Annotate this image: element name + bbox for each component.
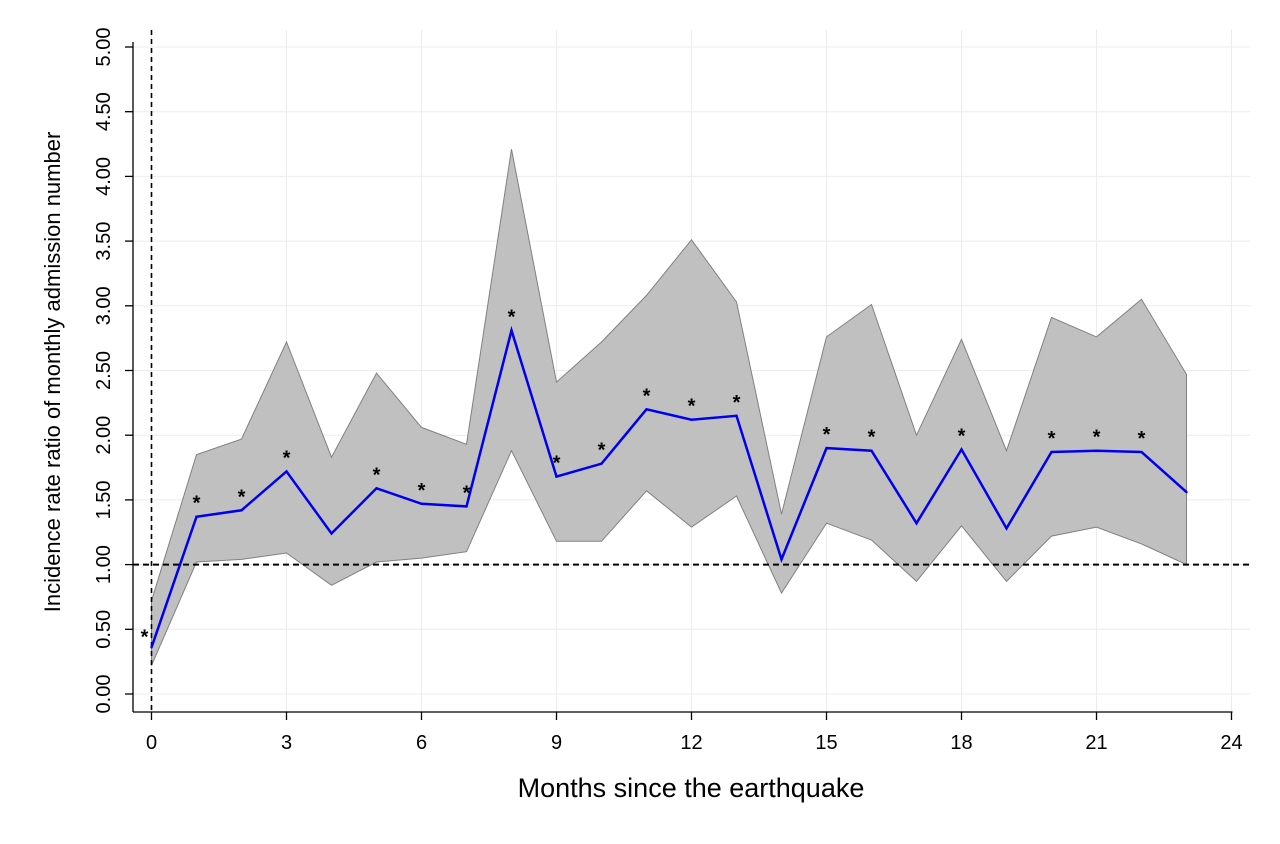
significance-star-12: * bbox=[688, 396, 696, 418]
data-point-3 bbox=[285, 470, 288, 473]
data-point-1 bbox=[195, 515, 198, 518]
data-point-2 bbox=[240, 509, 243, 512]
significance-star-16: * bbox=[868, 427, 876, 449]
x-tick-labels: 0 3 6 9 12 15 18 21 24 bbox=[146, 732, 1243, 754]
data-point-19 bbox=[1005, 527, 1008, 530]
data-point-17 bbox=[915, 521, 918, 525]
x-tick-label-18: 18 bbox=[950, 732, 972, 754]
significance-star-22: * bbox=[1138, 428, 1146, 450]
significance-star-21: * bbox=[1093, 427, 1101, 449]
x-tick-label-3: 3 bbox=[281, 732, 292, 754]
data-point-18 bbox=[960, 448, 963, 451]
data-point-8 bbox=[510, 329, 513, 332]
y-tick-label-0.50: 0.50 bbox=[93, 610, 115, 649]
data-point-13 bbox=[735, 414, 738, 417]
y-tick-label-1.00: 1.00 bbox=[93, 545, 115, 584]
y-tick-label-1.50: 1.50 bbox=[93, 480, 115, 519]
data-point-5 bbox=[375, 487, 378, 490]
y-tick-label-3.00: 3.00 bbox=[93, 286, 115, 325]
significance-star-8: * bbox=[508, 306, 516, 328]
x-tick-label-9: 9 bbox=[551, 732, 562, 754]
data-point-22 bbox=[1140, 450, 1143, 454]
y-tick-label-2.50: 2.50 bbox=[93, 351, 115, 390]
significance-star-15: * bbox=[823, 424, 831, 446]
x-tick-label-24: 24 bbox=[1220, 732, 1242, 754]
data-point-6 bbox=[420, 502, 423, 505]
data-point-16 bbox=[870, 449, 873, 452]
x-tick-label-21: 21 bbox=[1085, 732, 1107, 754]
significance-star-2: * bbox=[238, 486, 246, 508]
data-point-0 bbox=[150, 646, 153, 649]
y-tick-label-4.50: 4.50 bbox=[93, 92, 115, 131]
significance-star-5: * bbox=[373, 464, 381, 486]
significance-star-1: * bbox=[193, 493, 201, 515]
y-axis-title: Incidence rate ratio of monthly admissio… bbox=[40, 132, 65, 613]
data-point-9 bbox=[555, 475, 558, 478]
significance-star-3: * bbox=[283, 447, 291, 469]
data-point-14 bbox=[780, 558, 783, 561]
data-point-7 bbox=[465, 505, 468, 508]
y-tick-labels: 0.00 0.50 1.00 1.50 2.00 2.50 3.00 3.50 4.00 4.50… bbox=[93, 28, 115, 714]
significance-star-6: * bbox=[418, 480, 426, 502]
significance-star-7: * bbox=[463, 482, 471, 504]
data-point-11 bbox=[645, 408, 648, 411]
x-tick-label-0: 0 bbox=[146, 732, 157, 754]
x-axis-title: Months since the earthquake bbox=[518, 773, 865, 803]
y-tick-label-4.00: 4.00 bbox=[93, 157, 115, 196]
x-tick-label-6: 6 bbox=[416, 732, 427, 754]
significance-star-9: * bbox=[553, 453, 561, 475]
x-tick-label-12: 12 bbox=[680, 732, 702, 754]
data-point-15 bbox=[825, 446, 828, 450]
significance-markers: * * * * * * * * * * * * * * * * * * * bbox=[141, 306, 1146, 648]
data-point-12 bbox=[690, 418, 693, 421]
y-tick-label-3.50: 3.50 bbox=[93, 222, 115, 261]
significance-star-11: * bbox=[643, 385, 651, 407]
confidence-band bbox=[151, 149, 1187, 666]
significance-star-20: * bbox=[1048, 428, 1056, 450]
data-point-20 bbox=[1050, 450, 1053, 454]
axes bbox=[125, 42, 1233, 720]
y-tick-label-0.00: 0.00 bbox=[93, 675, 115, 714]
data-point-23 bbox=[1185, 490, 1188, 494]
series-points bbox=[150, 329, 1188, 649]
significance-star-0: * bbox=[141, 626, 149, 648]
reference-lines bbox=[133, 30, 1250, 712]
significance-star-13: * bbox=[733, 392, 741, 414]
series-line bbox=[150, 325, 1188, 648]
data-point-10 bbox=[600, 462, 603, 465]
significance-star-18: * bbox=[958, 425, 966, 447]
y-tick-label-5.00: 5.00 bbox=[93, 28, 115, 67]
significance-star-10: * bbox=[598, 440, 606, 462]
x-tick-label-15: 15 bbox=[815, 732, 837, 754]
data-point-4 bbox=[330, 532, 333, 535]
data-point-21 bbox=[1095, 449, 1098, 452]
y-tick-label-2.00: 2.00 bbox=[93, 416, 115, 455]
